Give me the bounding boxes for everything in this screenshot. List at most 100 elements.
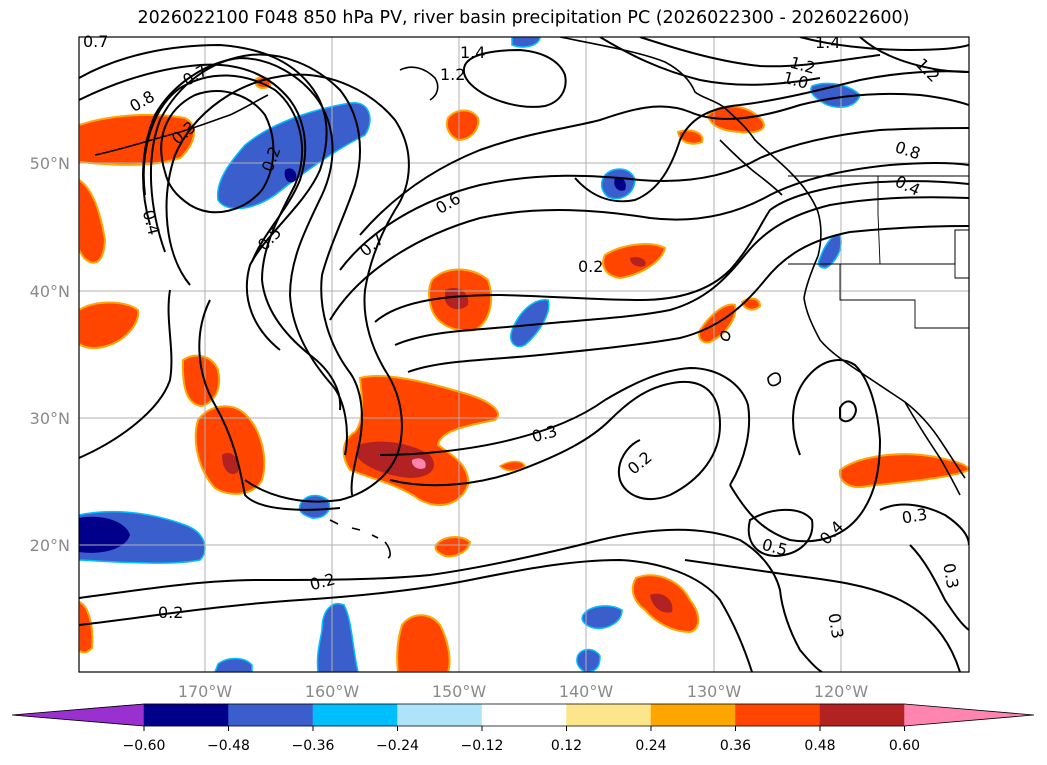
- pos-precip-core: [411, 458, 426, 469]
- contour-label: 0.3: [824, 612, 847, 640]
- coastline-aleutians: [94, 94, 269, 156]
- colorbar-tick-label: −0.48: [207, 738, 250, 754]
- colorbar-segment: [228, 703, 314, 727]
- neg-precip-core: [284, 168, 297, 183]
- contour-label: 1.4: [460, 43, 485, 62]
- contour-line: [329, 162, 969, 321]
- contour-label: 1.4: [815, 33, 840, 52]
- contour-line: [79, 558, 753, 672]
- contour-line: [599, 37, 821, 86]
- pos-precip-area: [396, 614, 451, 672]
- contour-line: [359, 92, 969, 236]
- neg-precip-area: [510, 299, 550, 348]
- hawaii-islands: [329, 519, 391, 559]
- contour-label: 0.3: [939, 562, 962, 590]
- coastline-alaska: [559, 37, 822, 257]
- contour-line: [149, 53, 363, 496]
- island-loop: [720, 330, 731, 341]
- contour-line: [747, 508, 814, 558]
- contour-line: [394, 196, 969, 346]
- neg-precip-area: [214, 657, 253, 672]
- pos-precip-core: [222, 452, 239, 475]
- contour-label: 0.2: [158, 603, 183, 622]
- map-title: 2026022100 F048 850 hPa PV, river basin …: [137, 8, 910, 28]
- colorbar-tick-label: −0.24: [376, 738, 419, 754]
- contour-line: [407, 225, 969, 373]
- lat-labels: 50°N 40°N 30°N 20°N: [30, 154, 70, 555]
- plot-background: [79, 37, 969, 672]
- lon-label: 160°W: [305, 682, 360, 701]
- colorbar-extend-min: [11, 703, 145, 727]
- colorbar-tick-label: 0.24: [635, 738, 666, 754]
- pos-precip-area: [194, 405, 266, 495]
- contour-line: [379, 366, 751, 486]
- contour-line: [142, 56, 348, 456]
- coastline-bc-islands: [719, 139, 783, 196]
- lon-label: 130°W: [687, 682, 742, 701]
- contour-line: [79, 289, 173, 459]
- contour-line: [839, 400, 858, 423]
- pos-precip-area: [838, 453, 969, 488]
- colorbar-extend-max: [904, 703, 1035, 727]
- colorbar-segment: [735, 703, 821, 727]
- coastline-kenai: [399, 66, 439, 101]
- contour-line: [339, 127, 969, 271]
- plot-frame: [78, 36, 970, 673]
- contour-label: 0.2: [578, 257, 603, 276]
- neg-precip-core: [79, 516, 130, 553]
- lon-label: 120°W: [814, 682, 869, 701]
- pos-precip-core: [630, 257, 646, 267]
- island-loop: [767, 372, 782, 387]
- contour-line: [79, 63, 307, 263]
- colorbar-segment: [566, 703, 652, 727]
- contour-line: [79, 43, 328, 351]
- neg-precip-area: [316, 603, 359, 672]
- neg-precip-core: [614, 177, 626, 191]
- colorbar-tick-label: 0.12: [551, 738, 582, 754]
- pos-precip-area: [445, 109, 480, 142]
- colorbar-segment: [819, 703, 905, 727]
- contour-line: [462, 48, 567, 108]
- colorbar-segment: [143, 703, 229, 727]
- pos-precip-core: [650, 593, 673, 613]
- pos-precip-area: [434, 536, 472, 558]
- lat-label: 50°N: [30, 154, 70, 173]
- contour-line: [160, 90, 275, 214]
- pos-precip-area: [79, 178, 107, 264]
- contour-line: [374, 180, 969, 323]
- contour-line: [198, 299, 341, 511]
- pos-precip-area: [740, 297, 762, 311]
- pv-contours: [79, 37, 969, 672]
- colorbar-tick-label: −0.60: [123, 738, 166, 754]
- contour-line: [859, 37, 969, 73]
- neg-precip-area: [298, 494, 331, 519]
- contour-line: [799, 37, 969, 52]
- pos-precip-area: [498, 460, 526, 472]
- coastline-baja: [904, 401, 961, 496]
- contour-line: [142, 74, 342, 411]
- contour-line: [389, 380, 722, 500]
- neg-precip-area: [817, 233, 842, 269]
- contour-label: 0.7: [83, 32, 108, 51]
- lat-label: 30°N: [30, 409, 70, 428]
- colorbar-ticks: [143, 726, 905, 731]
- colorbar-tick-label: 0.48: [804, 738, 835, 754]
- neg-precip-area: [576, 648, 601, 672]
- pos-precip-core: [445, 287, 469, 310]
- colorbar-tick-label: 0.60: [889, 738, 920, 754]
- pos-precip-area: [79, 301, 140, 349]
- contour-line: [879, 503, 969, 546]
- colorbar-tick-label: −0.12: [461, 738, 504, 754]
- colorbar-segment: [481, 703, 567, 727]
- contour-line: [639, 37, 881, 68]
- neg-precip-area: [581, 605, 623, 630]
- contour-line: [574, 70, 969, 203]
- lon-label: 170°W: [178, 682, 233, 701]
- pos-precip-area: [79, 600, 94, 654]
- colorbar-segment: [312, 703, 398, 727]
- lat-label: 40°N: [30, 282, 70, 301]
- contour-line: [165, 73, 410, 503]
- borders: [788, 175, 969, 329]
- colorbar-segment: [397, 703, 483, 727]
